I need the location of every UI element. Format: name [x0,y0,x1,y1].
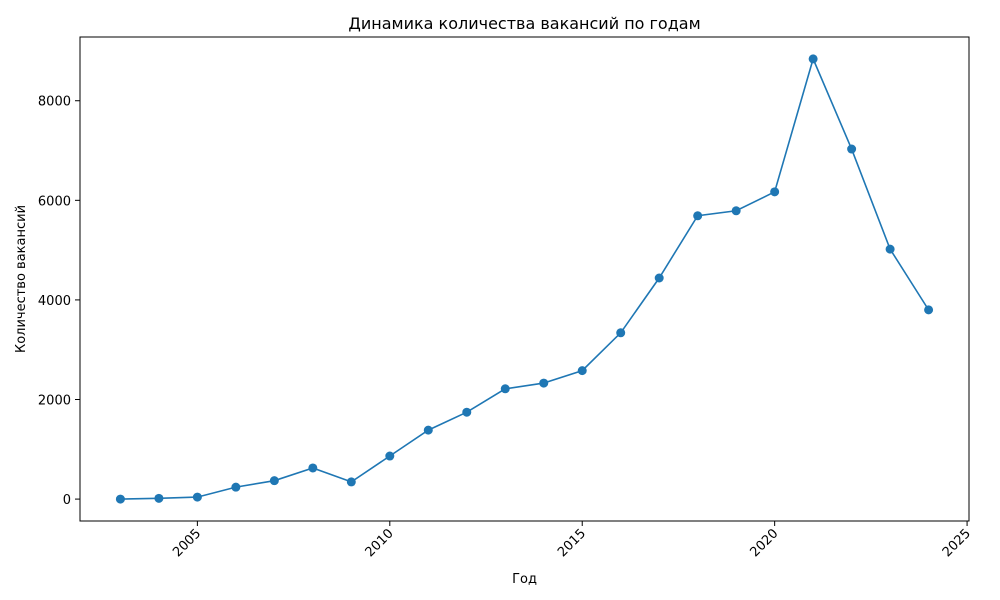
data-point [539,378,549,388]
y-tick-label: 6000 [38,194,71,209]
data-point [346,477,356,487]
x-tick-label: 2020 [747,526,781,560]
x-tick-label: 2010 [363,526,397,560]
chart-title: Динамика количества вакансий по годам [348,14,700,33]
data-point [885,244,895,254]
series-layer [115,54,934,504]
data-point [616,328,626,338]
data-point [577,366,587,376]
x-tick-label: 2015 [555,526,589,560]
x-tick-label: 2005 [170,526,204,560]
data-point [731,206,741,216]
data-point [500,384,510,394]
series-line [120,56,930,500]
data-point [808,54,818,64]
data-point [269,476,279,486]
data-point [385,451,395,461]
data-point [192,492,202,502]
y-tick-label: 4000 [38,294,71,309]
data-point [115,494,125,504]
x-axis-label: Год [512,572,537,587]
x-tick-label: 2025 [940,526,974,560]
data-point [924,305,934,315]
data-point [423,425,433,435]
y-axis-label: Количество вакансий [14,205,29,353]
y-tick-label: 2000 [38,394,71,409]
data-point [770,187,780,197]
x-axis: 2005 2010 2015 2020 2025 [170,521,974,560]
data-point [231,482,241,492]
y-tick-label: 0 [63,493,71,508]
data-point [308,463,318,473]
y-axis: 0 2000 4000 6000 8000 [38,95,80,508]
data-point [154,493,164,503]
data-point [693,211,703,221]
data-point [462,407,472,417]
plot-area [79,36,970,522]
y-tick-label: 8000 [38,95,71,110]
data-point [847,144,857,154]
data-point [654,273,664,283]
